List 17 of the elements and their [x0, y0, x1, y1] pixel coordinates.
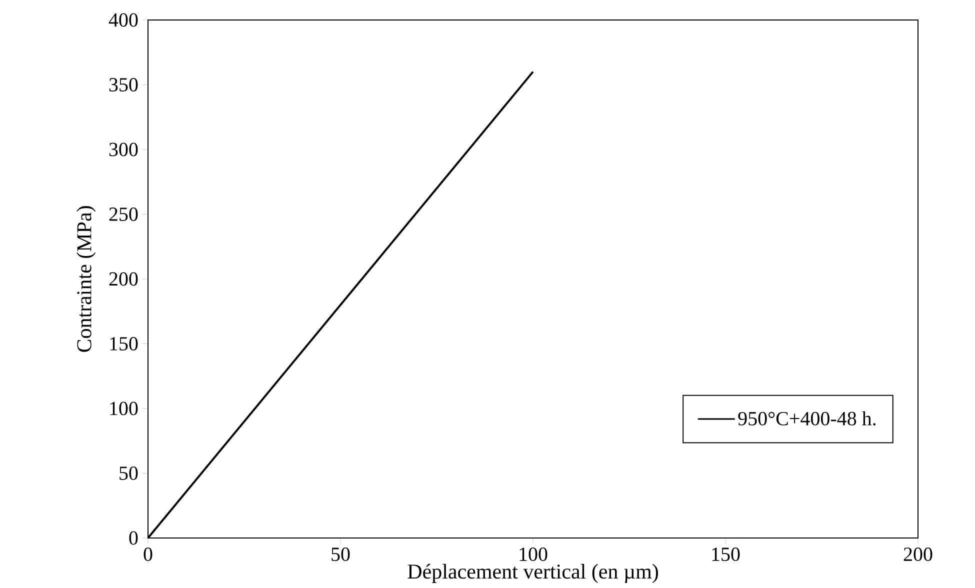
- y-tick-label: 0: [129, 531, 138, 545]
- y-tick-label: 50: [120, 466, 138, 480]
- legend-label: 950°C+400-48 h.: [738, 411, 876, 426]
- x-tick-label: 100: [520, 548, 548, 562]
- x-axis-title: Déplacement vertical (en µm): [408, 564, 658, 583]
- x-tick-label: 50: [332, 548, 350, 562]
- x-tick-label: 200: [904, 548, 932, 562]
- y-tick-label: 300: [109, 142, 138, 156]
- y-axis-title: Contrainte (MPa): [76, 206, 96, 352]
- x-tick-label: 0: [144, 548, 152, 562]
- y-tick-label: 400: [108, 13, 138, 27]
- x-tick-label: 150: [712, 548, 740, 562]
- y-tick-label: 100: [110, 402, 138, 416]
- y-tick-label: 250: [109, 207, 138, 221]
- y-tick-label: 350: [109, 78, 138, 92]
- y-tick-label: 150: [110, 336, 138, 350]
- y-tick-label: 200: [109, 272, 138, 286]
